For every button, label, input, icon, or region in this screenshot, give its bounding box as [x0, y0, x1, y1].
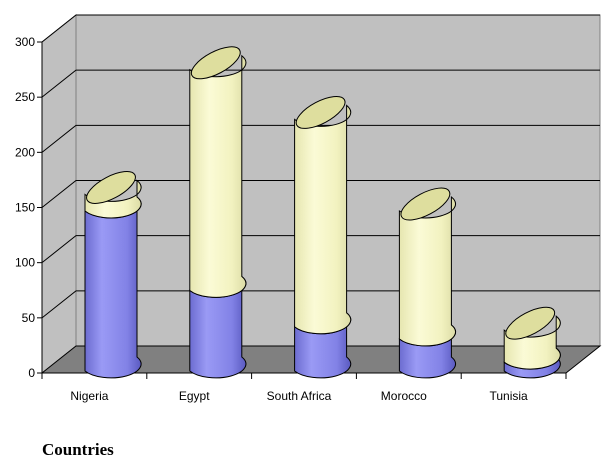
- x-axis-ticks: Nigeria Egypt South Africa Morocco Tunisia: [41, 373, 567, 403]
- y-axis-ticks: 0 50 100 150 200 250 300: [15, 35, 42, 380]
- x-axis-title: Countries: [42, 440, 114, 459]
- bar-group: [189, 46, 247, 379]
- y-tick-label: 0: [28, 366, 35, 380]
- gridline: [41, 124, 600, 153]
- bar-cap: [295, 95, 346, 129]
- bar-cap: [86, 170, 136, 204]
- bar-cap: [400, 187, 451, 221]
- gridline: [41, 69, 600, 98]
- y-tick-label: 150: [15, 201, 35, 215]
- y-tick-label: 200: [15, 145, 35, 159]
- x-tick-label: Egypt: [179, 389, 210, 403]
- bar-segment: [398, 195, 456, 347]
- x-tick-label: Nigeria: [70, 389, 108, 403]
- bars: [84, 46, 561, 379]
- bar-group: [294, 95, 352, 379]
- bar-group: [398, 187, 456, 379]
- y-tick-label: 300: [15, 35, 35, 49]
- bar-cap: [190, 46, 241, 80]
- bar-segment: [84, 179, 142, 219]
- bar-group: [503, 306, 561, 379]
- bar-segment: [503, 315, 561, 370]
- x-tick-label: South Africa: [267, 389, 332, 403]
- gridline: [41, 14, 600, 43]
- bar-segment: [189, 54, 247, 298]
- y-tick-label: 250: [15, 90, 35, 104]
- y-tick-label: 100: [15, 256, 35, 270]
- bar-segment: [294, 104, 352, 335]
- x-tick-label: Tunisia: [489, 389, 528, 403]
- bar-group: [84, 170, 142, 379]
- x-tick-label: Morocco: [381, 389, 427, 403]
- gridline: [41, 180, 600, 208]
- bar-segment: [84, 195, 142, 379]
- y-tick-label: 50: [22, 311, 36, 325]
- bar-cap: [505, 306, 556, 340]
